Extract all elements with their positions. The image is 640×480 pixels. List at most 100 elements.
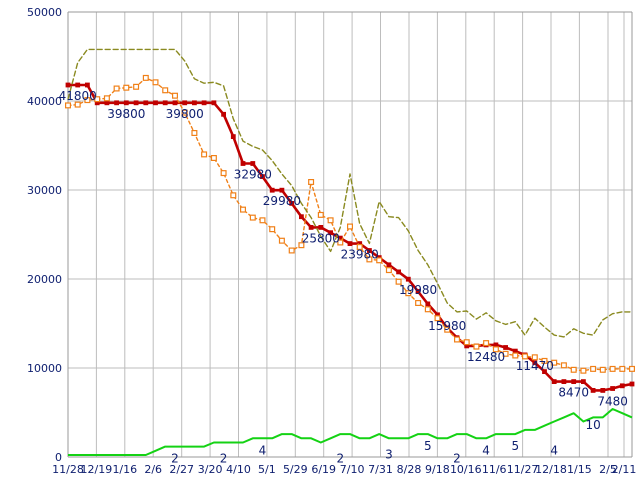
count-value-label: 2 — [336, 452, 344, 466]
data-point-marker — [551, 379, 557, 384]
data-point-marker — [123, 84, 130, 91]
data-point-marker — [299, 214, 304, 220]
data-point-marker — [581, 379, 586, 384]
data-point-marker — [230, 192, 237, 199]
data-point-marker — [211, 100, 217, 106]
data-point-marker — [551, 359, 558, 366]
data-point-marker — [492, 346, 499, 353]
count-value-label: 2 — [453, 452, 461, 466]
data-point-marker — [347, 223, 354, 230]
data-point-marker — [405, 290, 412, 297]
data-point-marker — [434, 315, 441, 322]
data-point-marker — [376, 257, 383, 264]
y-tick-label: 30000 — [27, 184, 62, 197]
data-point-marker — [317, 211, 324, 218]
data-point-marker — [444, 326, 451, 333]
data-point-marker — [65, 82, 71, 88]
data-point-marker — [114, 100, 119, 106]
x-tick-label: 11/6 — [482, 463, 507, 476]
price-value-label: 15980 — [428, 319, 466, 333]
data-point-marker — [298, 242, 305, 249]
price-value-label: 25800 — [302, 231, 340, 245]
x-tick-label: 10/16 — [450, 463, 482, 476]
data-point-marker — [153, 100, 158, 106]
data-point-marker — [133, 83, 140, 90]
data-point-marker — [133, 100, 139, 106]
data-point-marker — [191, 130, 198, 137]
data-point-marker — [181, 109, 188, 116]
x-tick-label: 11/27 — [507, 463, 539, 476]
data-point-marker — [201, 100, 207, 106]
data-point-marker — [143, 100, 149, 106]
data-point-marker — [570, 366, 577, 373]
count-value-label: 5 — [424, 439, 432, 453]
data-point-marker — [172, 100, 178, 106]
data-point-marker — [123, 100, 129, 106]
price-value-label: 12480 — [467, 350, 505, 364]
data-point-marker — [278, 237, 285, 244]
data-point-marker — [561, 379, 567, 384]
x-tick-label: 9/18 — [425, 463, 450, 476]
data-point-marker — [172, 92, 179, 99]
x-tick-label: 7/31 — [368, 463, 393, 476]
data-point-marker — [64, 102, 71, 109]
data-point-marker — [415, 289, 421, 294]
x-tick-label: 12/18 — [535, 463, 567, 476]
data-point-marker — [542, 369, 547, 374]
x-tick-label: 4/10 — [226, 463, 251, 476]
price-value-label: 8470 — [558, 386, 589, 400]
data-point-marker — [162, 87, 169, 94]
data-point-marker — [221, 111, 226, 117]
data-point-marker — [521, 353, 528, 360]
data-point-marker — [590, 388, 596, 393]
x-tick-label: 6/19 — [311, 463, 336, 476]
data-point-marker — [493, 342, 499, 348]
count-value-label: 4 — [482, 443, 490, 457]
data-point-marker — [94, 100, 100, 106]
data-point-marker — [385, 267, 392, 274]
data-point-marker — [230, 134, 236, 139]
data-point-marker — [541, 357, 548, 364]
data-point-marker — [463, 339, 470, 346]
data-point-marker — [85, 82, 90, 88]
x-tick-label: 2/11 — [612, 463, 637, 476]
data-point-marker — [259, 217, 266, 224]
data-point-marker — [104, 100, 110, 106]
data-point-marker — [560, 362, 567, 369]
data-point-marker — [249, 214, 256, 221]
price-value-label: 19980 — [399, 283, 437, 297]
data-point-marker — [415, 300, 422, 307]
count-value-label: 5 — [511, 439, 519, 453]
count-value-label: 4 — [259, 443, 267, 457]
data-point-marker — [483, 340, 490, 347]
y-tick-label: 10000 — [27, 362, 62, 375]
data-point-marker — [386, 262, 392, 268]
data-point-marker — [308, 179, 315, 186]
data-point-marker — [182, 100, 188, 106]
x-tick-label: 2/27 — [169, 463, 194, 476]
price-value-label: 11470 — [516, 359, 554, 373]
data-point-marker — [571, 379, 577, 384]
data-point-marker — [503, 345, 508, 350]
price-value-label: 23980 — [341, 248, 379, 262]
data-point-marker — [84, 97, 91, 104]
data-point-marker — [337, 239, 344, 246]
data-point-marker — [250, 161, 256, 166]
x-tick-label: 5/29 — [283, 463, 308, 476]
y-axis-tick-labels: 0 10000 20000 30000 40000 50000 — [27, 6, 62, 464]
price-value-label: 29980 — [263, 194, 301, 208]
x-tick-label: 2/6 — [144, 463, 162, 476]
data-point-marker — [103, 95, 110, 102]
series-line-listing-count — [68, 408, 633, 456]
data-point-marker — [629, 381, 635, 387]
count-value-label: 10 — [585, 418, 600, 432]
data-point-marker — [532, 360, 538, 366]
data-point-marker — [318, 225, 324, 230]
price-value-label: 7480 — [597, 394, 628, 408]
x-tick-label: 3/20 — [198, 463, 223, 476]
data-point-marker — [162, 100, 168, 106]
data-point-marker — [152, 79, 159, 86]
